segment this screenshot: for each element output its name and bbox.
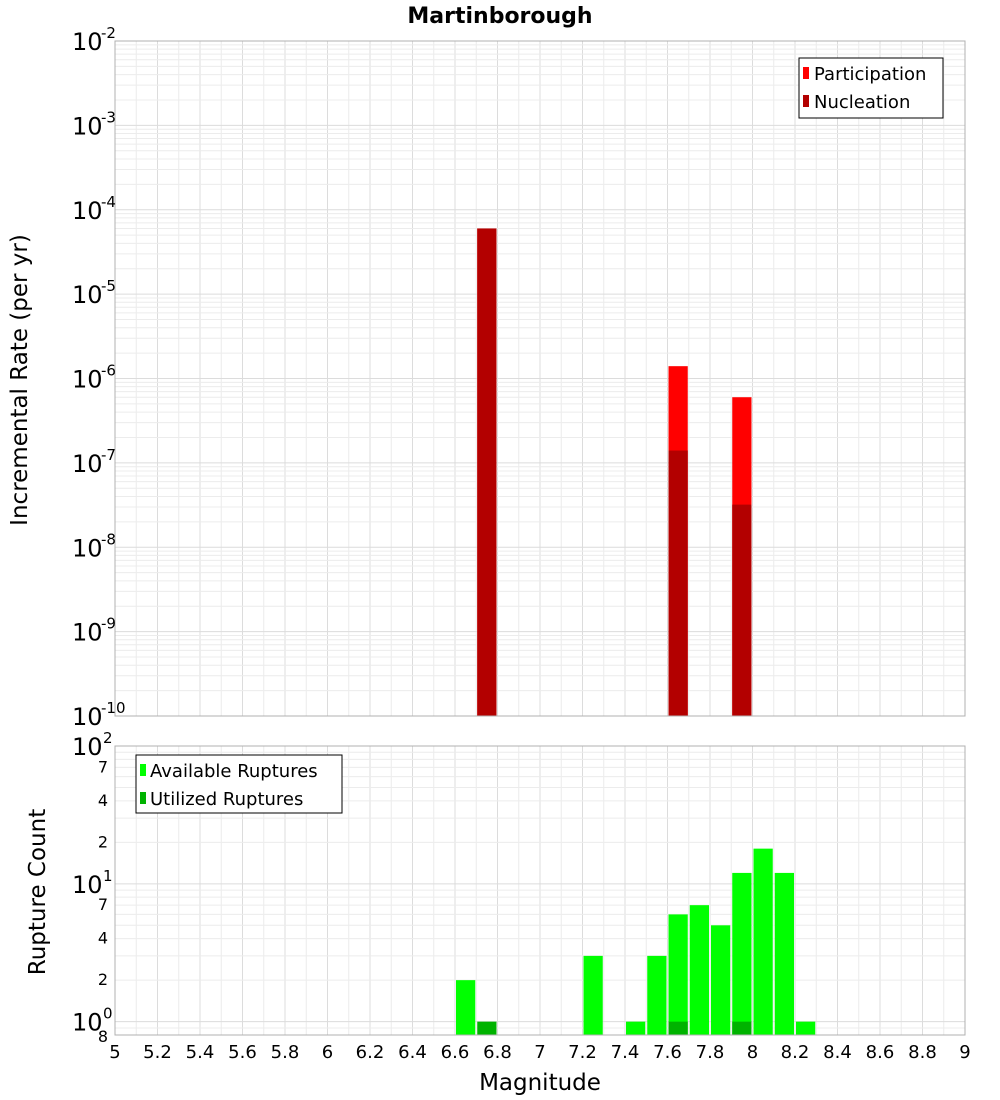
legend-nucleation-swatch (803, 95, 809, 107)
rate-y-axis-title: Incremental Rate (per yr) (7, 234, 33, 526)
legend-participation-label: Participation (814, 64, 926, 85)
rate-y-tick-base: 10 (72, 112, 103, 140)
legend-available-swatch (140, 764, 146, 776)
legend-available-label: Available Ruptures (150, 761, 318, 782)
rate-y-tick-exponent: -3 (101, 108, 116, 126)
chart-title: Martinborough (407, 4, 592, 29)
utilized-bar (477, 1021, 497, 1035)
count-y-tick-minor: 2 (98, 832, 108, 851)
x-axis-title: Magnitude (479, 1070, 601, 1096)
count-y-tick-base: 10 (72, 1009, 103, 1037)
rate-y-tick-exponent: -10 (101, 699, 126, 717)
count-plot-frame (114, 745, 966, 1036)
rate-y-tick-base: 10 (72, 197, 103, 225)
rate-legend: Participation Nucleation (798, 57, 944, 119)
x-tick-label: 5.8 (271, 1042, 300, 1063)
x-tick-label: 5.4 (186, 1042, 215, 1063)
count-y-tick-minor: 2 (98, 970, 108, 989)
rate-y-tick-base: 10 (72, 450, 103, 478)
x-tick-label: 7 (534, 1042, 545, 1063)
x-tick-label: 6.4 (398, 1042, 427, 1063)
count-y-tick-exponent: 0 (103, 1005, 113, 1023)
available-bar (583, 955, 603, 1035)
x-tick-label: 7.2 (568, 1042, 597, 1063)
rate-y-tick-base: 10 (72, 28, 103, 56)
x-tick-label: 6.6 (441, 1042, 470, 1063)
count-y-tick-minor: 8 (98, 1027, 108, 1046)
rate-y-tick-base: 10 (72, 619, 103, 647)
legend-nucleation-label: Nucleation (814, 92, 910, 113)
available-bar (626, 1021, 646, 1035)
x-tick-label: 7.6 (653, 1042, 682, 1063)
x-tick-label: 9 (959, 1042, 970, 1063)
available-bar (689, 905, 709, 1035)
available-bar (753, 848, 773, 1035)
rate-y-tick-exponent: -5 (101, 277, 116, 295)
rate-y-tick-base: 10 (72, 366, 103, 394)
rate-y-tick-base: 10 (72, 534, 103, 562)
x-tick-label: 5 (109, 1042, 120, 1063)
rate-y-tick-exponent: -4 (101, 193, 116, 211)
nucleation-bar (668, 450, 688, 716)
rate-y-tick-exponent: -7 (101, 446, 116, 464)
legend-utilized-swatch (140, 792, 146, 804)
rate-y-tick-base: 10 (72, 703, 103, 731)
available-bar (774, 872, 794, 1035)
count-y-tick-exponent: 2 (103, 729, 113, 747)
x-tick-label: 6.2 (356, 1042, 385, 1063)
available-bar (647, 955, 667, 1035)
x-tick-label: 6 (322, 1042, 333, 1063)
rate-y-tick-exponent: -9 (101, 615, 116, 633)
legend-participation-swatch (803, 67, 809, 79)
x-tick-label: 5.2 (143, 1042, 172, 1063)
count-y-axis-title: Rupture Count (25, 809, 51, 975)
count-y-tick-minor: 4 (98, 791, 108, 810)
x-tick-label: 8 (747, 1042, 758, 1063)
rate-y-tick-exponent: -6 (101, 362, 116, 380)
count-y-tick-base: 10 (72, 871, 103, 899)
x-tick-label: 7.4 (611, 1042, 640, 1063)
utilized-bar (732, 1021, 752, 1035)
available-bar (796, 1021, 816, 1035)
nucleation-bar (732, 504, 752, 716)
x-axis-ticks: 5 5.2 5.4 5.6 5.8 6 6.2 6.4 6.6 6.8 7 7.2 7.4 7.6 7.8 8… (109, 1042, 970, 1063)
utilized-bar (668, 1021, 688, 1035)
count-y-tick-minor: 7 (98, 895, 108, 914)
available-bar (711, 925, 731, 1035)
rate-bars (477, 228, 752, 716)
count-y-tick-base: 10 (72, 733, 103, 761)
x-tick-label: 5.6 (228, 1042, 257, 1063)
x-tick-label: 8.8 (908, 1042, 937, 1063)
nucleation-bar (477, 228, 497, 716)
x-tick-label: 6.8 (483, 1042, 512, 1063)
x-tick-label: 8.2 (781, 1042, 810, 1063)
x-tick-label: 8.6 (866, 1042, 895, 1063)
rate-y-tick-base: 10 (72, 281, 103, 309)
rate-grid (114, 41, 966, 717)
count-legend: Available Ruptures Utilized Ruptures (135, 754, 343, 814)
rate-y-tick-exponent: -2 (101, 24, 116, 42)
count-y-tick-minor: 4 (98, 929, 108, 948)
x-tick-label: 7.8 (696, 1042, 725, 1063)
available-bar (732, 872, 752, 1035)
available-bar (668, 914, 688, 1035)
legend-utilized-label: Utilized Ruptures (150, 789, 303, 810)
count-y-tick-exponent: 1 (103, 867, 113, 885)
count-bars (456, 848, 816, 1035)
available-bar (456, 980, 476, 1035)
count-y-tick-minor: 7 (98, 757, 108, 776)
rate-plot-frame (114, 40, 966, 717)
x-tick-label: 8.4 (823, 1042, 852, 1063)
rate-y-tick-exponent: -8 (101, 530, 116, 548)
